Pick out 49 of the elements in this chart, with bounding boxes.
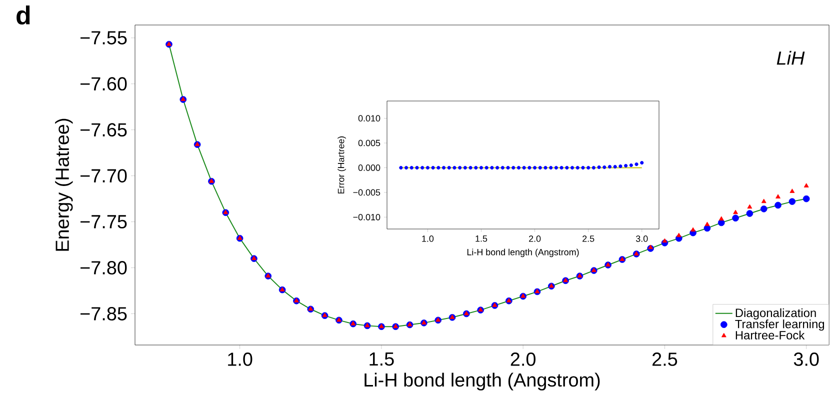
point [733,210,738,214]
point [776,194,780,198]
annotation: LiH [776,50,805,65]
x-tick-label: 1.5 [476,236,488,242]
point [732,214,739,222]
x-tick-label: 2.5 [582,236,594,242]
point [648,244,653,250]
point [704,222,710,226]
point [790,188,795,193]
y-axis-title: Error (Hartree) [338,136,346,194]
y-tick-label: 0.010 [358,115,380,122]
point [718,216,724,221]
point [774,202,782,209]
point [746,210,754,217]
x-tick-label: 3.0 [794,352,819,366]
y-tick-label: 0.005 [358,140,380,146]
y-tick-label: −7.70 [80,169,127,183]
x-axis-title: Li-H bond length (Angstrom) [467,248,579,258]
y-tick-label: −7.85 [80,307,127,320]
y-tick-label: −7.75 [80,215,127,228]
point [788,198,796,205]
x-tick-label: 1.0 [422,236,434,242]
legend-label: Transfer learning [735,320,824,331]
point [690,227,696,232]
legend-label: Diagonalization [736,308,816,320]
point [760,206,768,212]
y-tick-label: 0.000 [358,164,380,171]
legend-label: Hartree-Fock [736,330,805,340]
point [802,195,810,202]
point [662,238,668,243]
x-axis-title: Li-H bond length (Angstrom) [364,372,600,390]
x-tick-label: 2.5 [652,352,678,366]
y-tick-label: −7.65 [80,123,127,137]
point [804,183,809,188]
y-tick-label: −7.80 [80,261,127,274]
y-tick-label: −0.010 [353,214,380,220]
point [676,232,682,238]
y-tick-label: −7.60 [80,77,127,91]
x-tick-label: 2.0 [510,352,536,366]
x-tick-label: 2.0 [529,236,541,242]
x-tick-label: 1.0 [228,352,252,366]
y-tick-label: −0.005 [353,189,380,196]
y-tick-label: −7.55 [80,31,127,44]
x-tick-label: 1.5 [370,352,394,366]
x-tick-label: 3.0 [636,236,648,242]
text: d [16,6,30,25]
point [747,204,752,209]
point [761,198,766,204]
y-axis-title: Energy (Hatree) [55,118,73,251]
